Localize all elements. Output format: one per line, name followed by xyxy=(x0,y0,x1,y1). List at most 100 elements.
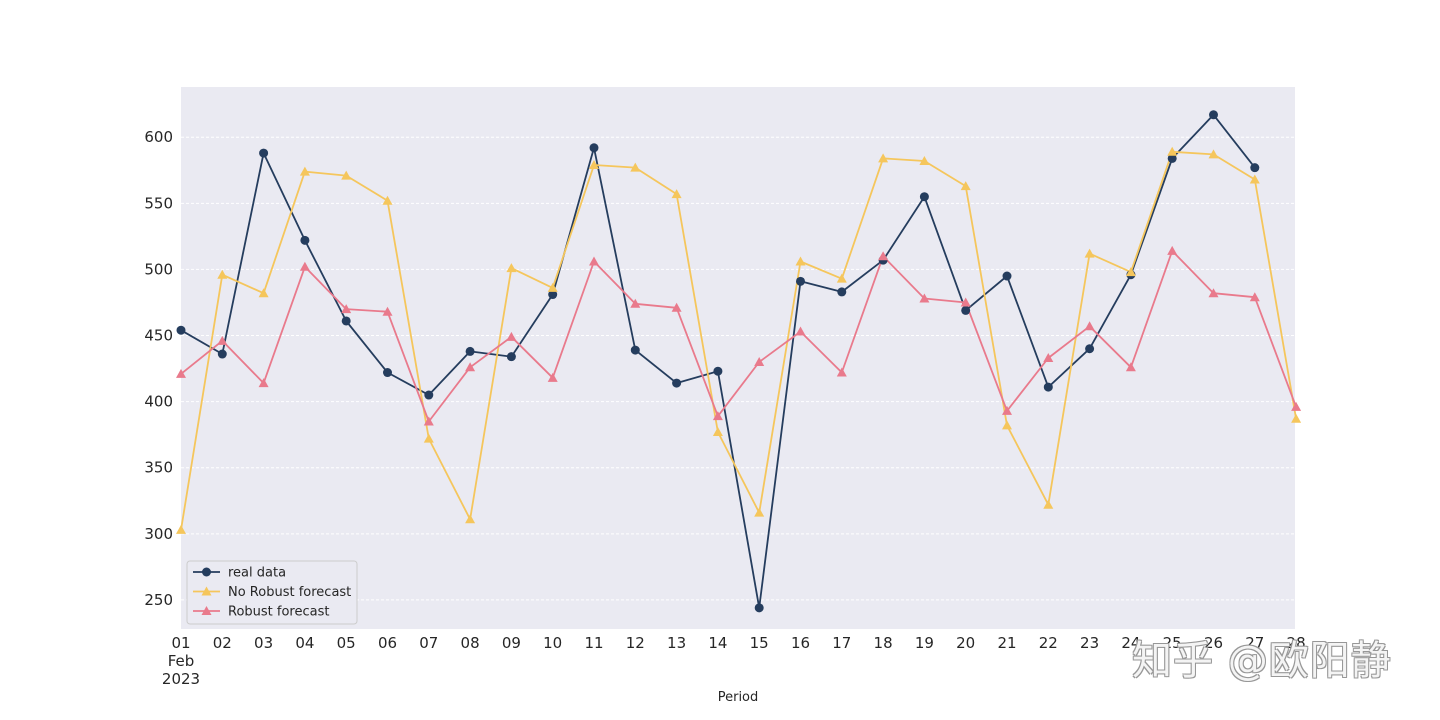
x-tick-sublabel: 2023 xyxy=(162,670,200,688)
x-tick-label: 26 xyxy=(1204,634,1223,652)
data-point xyxy=(1167,146,1178,156)
data-point xyxy=(919,293,930,303)
series-line-1 xyxy=(180,150,1297,531)
data-point xyxy=(382,306,393,316)
data-point xyxy=(1291,401,1302,411)
data-point xyxy=(878,251,889,261)
data-point xyxy=(1249,292,1260,302)
x-tick-label: 25 xyxy=(1163,634,1182,652)
data-point xyxy=(465,346,475,356)
data-point xyxy=(630,298,641,308)
data-point xyxy=(300,235,310,245)
data-point xyxy=(1002,405,1012,415)
data-point xyxy=(754,603,764,613)
data-point xyxy=(589,256,599,266)
data-point xyxy=(547,372,558,382)
data-point xyxy=(258,288,269,298)
x-axis-label: Period xyxy=(718,690,759,705)
data-point xyxy=(1002,271,1012,281)
x-tick-label: 28 xyxy=(1287,634,1306,652)
data-point xyxy=(1291,413,1302,423)
data-point xyxy=(1043,353,1054,362)
data-point xyxy=(795,256,806,266)
gridlines xyxy=(181,136,1295,601)
data-point xyxy=(1250,163,1260,173)
x-tick-sublabel: Feb xyxy=(168,652,195,670)
data-point xyxy=(217,269,228,279)
data-point xyxy=(836,367,847,377)
data-point xyxy=(1249,174,1260,184)
data-point xyxy=(176,368,186,378)
legend-entry: Robust forecast xyxy=(228,605,329,620)
x-tick-label: 16 xyxy=(791,634,810,652)
data-point xyxy=(919,192,929,202)
data-point xyxy=(1208,149,1219,159)
y-tick-label: 350 xyxy=(144,459,173,477)
x-tick-label: 14 xyxy=(708,634,727,652)
x-tick-labels: 01 02 03 04 05 06 07 08 09 10 11 12 13 14 15 16 17 18 19 20… xyxy=(162,634,1306,688)
x-tick-label: 22 xyxy=(1039,634,1058,652)
data-point xyxy=(424,390,434,400)
data-point xyxy=(796,276,805,286)
data-point xyxy=(341,316,351,326)
legend-swatch-marker xyxy=(201,606,212,615)
legend-entry: real data xyxy=(228,566,286,581)
data-point xyxy=(176,325,186,335)
legend-entry: No Robust forecast xyxy=(228,585,351,600)
x-tick-label: 11 xyxy=(584,634,603,652)
data-point xyxy=(1125,362,1136,372)
x-tick-label: 19 xyxy=(915,634,934,652)
x-tick-label: 07 xyxy=(419,634,438,652)
data-point xyxy=(217,335,228,345)
data-point xyxy=(713,366,723,376)
x-tick-label: 02 xyxy=(213,634,232,652)
x-tick-label: 09 xyxy=(502,634,521,652)
x-tick-label: 21 xyxy=(997,634,1016,652)
data-point xyxy=(341,170,352,180)
legend-swatch-marker xyxy=(201,586,212,596)
data-point xyxy=(836,273,847,283)
data-point xyxy=(506,263,517,273)
data-point xyxy=(878,153,889,163)
data-point xyxy=(465,514,476,524)
data-point xyxy=(837,287,847,297)
x-tick-label: 10 xyxy=(543,634,562,652)
data-point xyxy=(1043,499,1054,509)
watermark: 知乎 @欧阳静 xyxy=(1132,638,1392,684)
x-tick-label: 04 xyxy=(295,634,314,652)
data-point xyxy=(1043,382,1053,392)
data-point xyxy=(1209,110,1218,120)
data-point xyxy=(671,189,682,199)
y-tick-label: 550 xyxy=(144,194,173,212)
data-point xyxy=(465,362,476,372)
data-point xyxy=(383,368,392,378)
legend-swatch-marker xyxy=(202,567,211,577)
data-point xyxy=(423,416,434,426)
y-tick-label: 400 xyxy=(144,393,173,411)
data-point xyxy=(630,345,640,355)
data-point xyxy=(1208,288,1219,298)
data-point xyxy=(795,326,806,336)
x-tick-label: 15 xyxy=(750,634,769,652)
data-point xyxy=(671,302,682,312)
x-tick-label: 08 xyxy=(461,634,480,652)
data-point xyxy=(919,156,930,166)
x-tick-label: 23 xyxy=(1080,634,1099,652)
data-point xyxy=(712,411,723,421)
data-point xyxy=(547,282,558,292)
data-point xyxy=(960,297,971,307)
plot-background xyxy=(181,87,1295,629)
data-point xyxy=(1002,420,1012,430)
x-tick-label: 06 xyxy=(378,634,397,652)
series-markers xyxy=(176,110,1302,613)
data-point xyxy=(672,378,682,388)
y-tick-label: 250 xyxy=(144,591,173,609)
x-tick-label: 01 xyxy=(171,634,190,652)
data-point xyxy=(259,148,269,158)
data-point xyxy=(548,290,558,300)
series-line-2 xyxy=(180,250,1297,423)
x-tick-label: 20 xyxy=(956,634,975,652)
legend: real data No Robust forecast Robust foreca… xyxy=(186,560,358,625)
legend-box xyxy=(186,560,358,625)
x-tick-label: 27 xyxy=(1245,634,1264,652)
